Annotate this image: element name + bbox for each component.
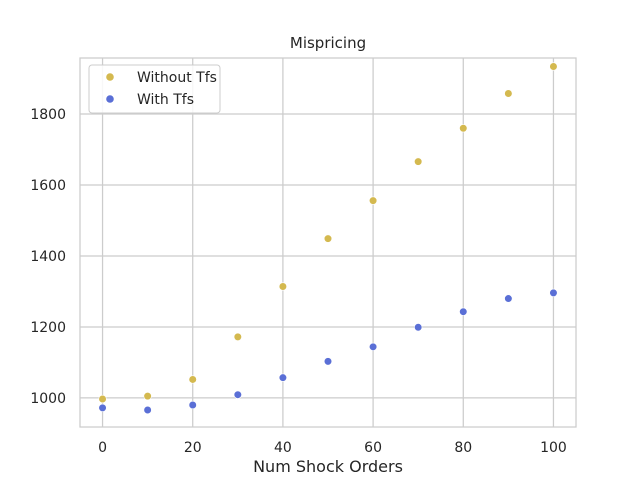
data-point: [459, 307, 468, 316]
data-point: [98, 403, 107, 412]
x-tick-label: 80: [454, 440, 472, 456]
chart-title: Mispricing: [290, 34, 366, 52]
data-point: [323, 357, 333, 366]
data-point: [504, 294, 513, 303]
legend-marker: [106, 95, 114, 103]
data-point: [98, 394, 107, 404]
data-point: [188, 400, 197, 410]
data-point: [278, 282, 288, 291]
x-tick-label: 60: [364, 440, 382, 456]
y-tick-label: 1600: [30, 178, 66, 194]
y-tick-label: 1200: [30, 320, 66, 336]
legend-marker: [106, 73, 114, 81]
legend-label: Without Tfs: [137, 70, 217, 86]
x-tick-label: 100: [540, 440, 567, 456]
legend-label: With Tfs: [137, 92, 194, 108]
tick-labels: 0 20 40 60 80 100 1000 1200 1400 1600 1800: [30, 107, 566, 456]
data-point: [323, 234, 333, 243]
y-tick-label: 1800: [30, 107, 66, 123]
data-point: [549, 288, 558, 297]
x-tick-label: 20: [184, 440, 202, 456]
x-tick-label: 40: [274, 440, 292, 456]
data-point: [188, 375, 197, 384]
y-tick-label: 1000: [30, 391, 66, 407]
data-point: [143, 392, 152, 401]
series-with-tfs: [98, 288, 558, 415]
x-axis-label: Num Shock Orders: [253, 457, 403, 476]
data-point: [549, 62, 558, 71]
data-point: [278, 373, 288, 382]
data-point: [233, 390, 242, 399]
data-point: [414, 323, 423, 332]
plot-frame: [79, 57, 577, 428]
data-point: [414, 157, 423, 166]
data-point: [143, 405, 152, 415]
legend: Without Tfs With Tfs: [88, 64, 221, 114]
data-point: [504, 89, 513, 98]
grid-lines: [80, 58, 576, 427]
data-point: [233, 332, 242, 341]
legend-box: [88, 64, 221, 114]
x-tick-label: 0: [98, 440, 107, 456]
series-without-tfs: [98, 62, 558, 404]
y-tick-label: 1400: [30, 249, 66, 265]
data-point: [459, 124, 468, 133]
data-points: [98, 62, 558, 415]
data-point: [368, 196, 378, 205]
data-point: [368, 342, 378, 351]
